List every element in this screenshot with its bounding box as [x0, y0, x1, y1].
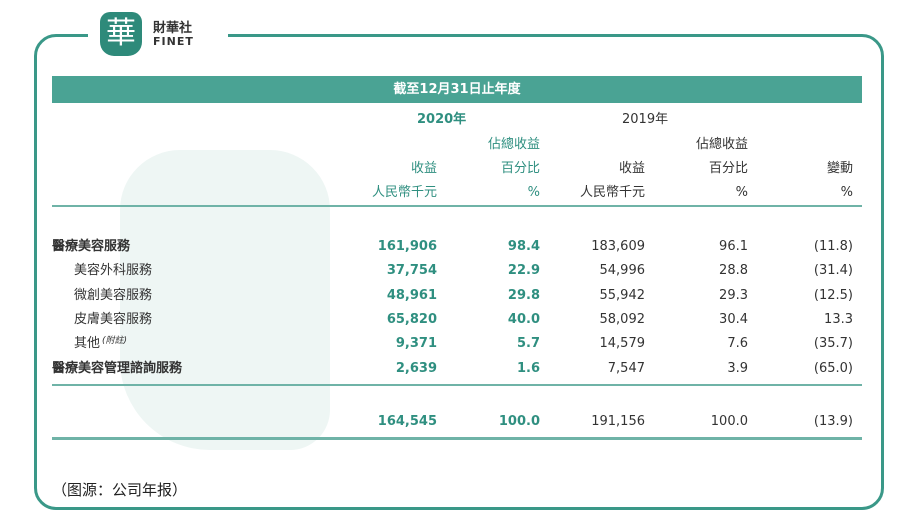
cell-chg: 13.3: [824, 311, 853, 327]
h-pct-2019: 百分比: [708, 161, 748, 176]
row-label-text: 微創美容服務: [74, 287, 153, 303]
h-pct-top-2020: 佔總收益: [487, 137, 540, 152]
cell-v2019: 58,092: [599, 311, 646, 327]
cell-v2020: 2,639: [395, 360, 437, 376]
row-label: 其他 (附註): [74, 336, 127, 352]
row-label: 皮膚美容服務: [74, 312, 152, 328]
total-2019: 191,156: [591, 414, 645, 429]
row-note: (附註): [102, 336, 128, 347]
cell-v2020: 48,961: [386, 287, 437, 303]
cell-chg: (31.4): [813, 263, 853, 279]
row-label: 醫療美容管理諮詢服務: [52, 361, 182, 377]
cell-p2019: 3.9: [727, 360, 748, 376]
cell-v2020: 9,371: [395, 336, 437, 352]
period-header: 截至12月31日止年度: [52, 76, 862, 103]
cell-chg: (65.0): [813, 360, 853, 376]
cell-p2020: 1.6: [516, 360, 540, 376]
cell-p2020: 22.9: [507, 263, 540, 279]
cell-p2020: 40.0: [507, 311, 540, 327]
cell-p2020: 29.8: [507, 287, 540, 303]
brand-cn: 財華社: [153, 21, 193, 36]
cell-v2019: 14,579: [599, 336, 646, 352]
cell-v2020: 37,754: [386, 263, 437, 279]
cell-v2019: 55,942: [599, 287, 646, 303]
cell-v2019: 54,996: [599, 263, 646, 279]
h-rev-2020: 收益: [410, 161, 437, 176]
unit-rmb-2019: 人民幣千元: [579, 185, 645, 200]
cell-chg: (35.7): [813, 336, 853, 352]
unit-pct-2019: %: [735, 185, 748, 200]
subtotal-divider: [52, 384, 862, 386]
cell-v2019: 7,547: [607, 360, 645, 376]
cell-p2019: 7.6: [727, 336, 748, 352]
cell-p2019: 29.3: [719, 287, 748, 303]
bottom-divider: [52, 437, 862, 440]
cell-v2020: 161,906: [377, 239, 437, 254]
row-label: 微創美容服務: [74, 288, 152, 304]
frame: [34, 34, 884, 510]
cell-chg: (12.5): [813, 287, 853, 303]
row-label: 醫療美容服務: [52, 239, 130, 255]
cell-p2019: 28.8: [719, 263, 748, 279]
cell-v2019: 183,609: [591, 239, 645, 254]
total-change: (13.9): [813, 414, 853, 429]
cell-p2020: 5.7: [516, 336, 540, 352]
header-divider: [52, 205, 862, 207]
unit-pct-change: %: [840, 185, 853, 200]
year-2020: 2020年: [417, 112, 467, 127]
brand: 財華社 FINET: [153, 22, 194, 48]
unit-pct-2020: %: [527, 185, 540, 200]
h-change: 變動: [826, 161, 853, 176]
row-label: 美容外科服務: [74, 263, 152, 279]
cell-chg: (11.8): [813, 239, 853, 254]
watermark-shape: [120, 150, 330, 450]
h-rev-2019: 收益: [618, 161, 645, 176]
cell-p2019: 30.4: [719, 311, 748, 327]
source-caption: （图源：公司年报）: [52, 481, 188, 499]
finet-logo-icon: 華: [100, 12, 142, 56]
total-pct-2020: 100.0: [498, 414, 540, 429]
h-pct-top-2019: 佔總收益: [695, 137, 748, 152]
cell-p2019: 96.1: [719, 239, 748, 254]
row-label-text: 美容外科服務: [74, 263, 153, 279]
total-pct-2019: 100.0: [710, 414, 748, 429]
row-label-text: 其他: [74, 336, 101, 352]
row-label-text: 醫療美容管理諮詢服務: [52, 360, 183, 376]
cell-v2020: 65,820: [386, 311, 437, 327]
year-2019: 2019年: [622, 112, 669, 127]
total-2020: 164,545: [377, 414, 437, 429]
h-pct-2020: 百分比: [500, 161, 540, 176]
row-label-text: 醫療美容服務: [52, 239, 131, 254]
row-label-text: 皮膚美容服務: [74, 311, 153, 327]
unit-rmb-2020: 人民幣千元: [371, 185, 437, 200]
cell-p2020: 98.4: [507, 239, 540, 254]
brand-en: FINET: [153, 35, 194, 48]
